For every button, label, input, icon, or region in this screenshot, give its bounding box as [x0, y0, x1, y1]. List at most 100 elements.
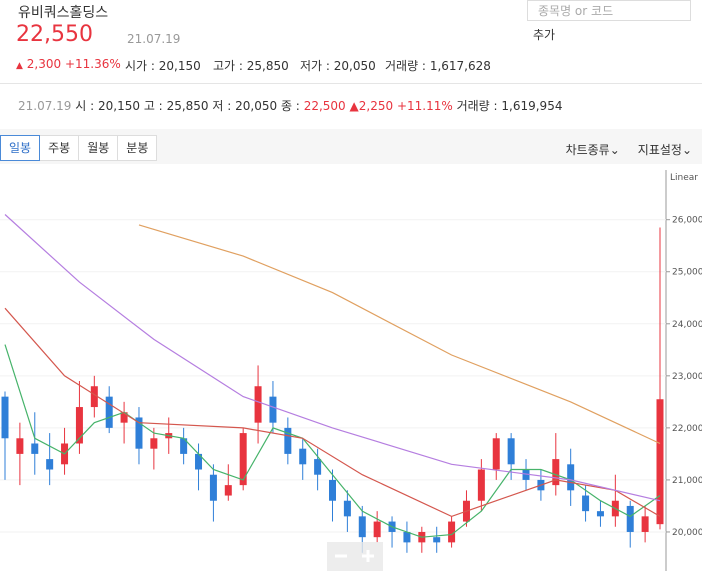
candle-body — [343, 500, 351, 517]
candle-body — [254, 386, 262, 423]
candle-body — [150, 438, 158, 449]
info-fields: 시 : 20,150 고 : 25,850 저 : 20,050 종 : 22,… — [71, 99, 562, 113]
candle-body — [656, 399, 664, 525]
candle-body — [269, 396, 277, 423]
info-volume-label: 거래량 : — [456, 99, 498, 113]
candle-body — [358, 516, 366, 538]
info-label: 시 : — [75, 99, 95, 113]
candle-body — [16, 438, 24, 454]
tab[interactable]: 분봉 — [118, 135, 158, 161]
candle-body — [180, 438, 188, 454]
zoom-in[interactable] — [362, 550, 374, 562]
candle-body — [641, 516, 649, 532]
candle-body — [105, 396, 113, 428]
change-value: 2,300 — [26, 57, 62, 71]
candle-body — [448, 521, 456, 543]
candle-body — [433, 537, 441, 543]
candle-body — [299, 448, 307, 465]
candle-body — [135, 417, 143, 449]
y-tick-label: 23,000 — [672, 372, 702, 382]
plot — [0, 214, 666, 553]
change: ▲ 2,300 +11.36% — [16, 57, 121, 71]
candle-body — [209, 474, 217, 501]
header-field: 고가 : 25,850 — [213, 57, 289, 74]
info-value: 20,050 — [235, 99, 278, 113]
field-label: 시가 : — [125, 59, 155, 73]
field-value: 1,617,628 — [429, 59, 491, 73]
candle-body — [239, 433, 247, 486]
candle-body — [284, 427, 292, 454]
info-change-value: 2,250 — [358, 99, 394, 113]
info-label: 종 : — [280, 99, 300, 113]
field-value: 20,150 — [158, 59, 201, 73]
date: 21.07.19 — [127, 32, 181, 46]
candle-body — [582, 495, 590, 512]
candle-body — [46, 459, 54, 470]
stock-name: 유비쿼스홀딩스 — [18, 5, 109, 21]
divider — [0, 83, 702, 84]
candle-body — [552, 459, 560, 486]
y-tick-label: 21,000 — [672, 476, 702, 486]
tab[interactable]: 주봉 — [40, 135, 80, 161]
field-label: 저가 : — [300, 59, 330, 73]
header-field: 시가 : 20,150 — [125, 57, 201, 74]
field-label: 거래량 : — [385, 59, 426, 73]
candle-body — [195, 453, 203, 470]
ma-line — [4, 307, 661, 518]
zoom-control — [327, 542, 383, 571]
scale-label: Linear — [670, 173, 698, 183]
info-value: 22,500 — [303, 99, 346, 113]
ma-line — [4, 214, 661, 502]
info-change: ▲2,250 +11.11% — [349, 99, 453, 113]
candle-body — [373, 521, 381, 538]
y-tick-label: 25,000 — [672, 268, 702, 278]
candle-body — [90, 386, 98, 408]
info-date: 21.07.19 — [18, 99, 72, 113]
ma-line — [4, 344, 661, 538]
info-row: 21.07.19 시 : 20,150 고 : 25,850 저 : 20,05… — [18, 97, 562, 114]
candle-body — [522, 469, 530, 480]
tab[interactable]: 일봉 — [0, 135, 41, 161]
candle-body — [224, 485, 232, 496]
info-change-pct: +11.11% — [396, 99, 453, 113]
candle-body — [507, 438, 515, 465]
price: 22,550 — [16, 22, 93, 47]
menu-item[interactable]: 차트종류⌄ — [565, 143, 620, 157]
header-field: 거래량 : 1,617,628 — [385, 57, 491, 74]
y-tick-label: 24,000 — [672, 320, 702, 330]
candle-body — [567, 464, 575, 491]
candle-body — [31, 443, 39, 454]
toolbar: 일봉 주봉 월봉 분봉 차트종류⌄ 지표설정⌄ — [0, 129, 702, 164]
info-label: 고 : — [143, 99, 163, 113]
tab[interactable]: 월봉 — [79, 135, 119, 161]
candle-body — [314, 459, 322, 475]
header-field: 저가 : 20,050 — [300, 57, 376, 74]
candle-body — [403, 531, 411, 543]
ma-line — [138, 224, 661, 445]
y-tick-label: 22,000 — [672, 424, 702, 434]
candle-body — [492, 438, 500, 470]
change-pct: +11.36% — [64, 57, 121, 71]
field-label: 고가 : — [213, 59, 243, 73]
candle-body — [1, 396, 9, 439]
candle-body — [596, 511, 604, 517]
tabs: 일봉 주봉 월봉 분봉 — [0, 135, 158, 161]
candle-body — [120, 412, 128, 423]
chart: Linear 20,000 21,000 22,000 23,000 24,000 25,… — [0, 170, 702, 571]
info-label: 저 : — [212, 99, 232, 113]
add-button[interactable]: 추가 — [533, 28, 556, 42]
y-tick-label: 20,000 — [672, 528, 702, 538]
menu: 차트종류⌄ 지표설정⌄ — [548, 141, 692, 158]
y-tick-label: 26,000 — [672, 216, 702, 226]
search-input[interactable]: 종목명 or 코드 — [527, 0, 691, 21]
menu-item[interactable]: 지표설정⌄ — [637, 143, 692, 157]
candle-body — [329, 479, 336, 501]
field-value: 20,050 — [333, 59, 376, 73]
info-volume: 1,619,954 — [501, 99, 563, 113]
candle-body — [626, 505, 634, 532]
info-value: 25,850 — [166, 99, 209, 113]
candle-body — [75, 407, 83, 444]
info-value: 20,150 — [98, 99, 140, 113]
candle-body — [477, 469, 485, 501]
